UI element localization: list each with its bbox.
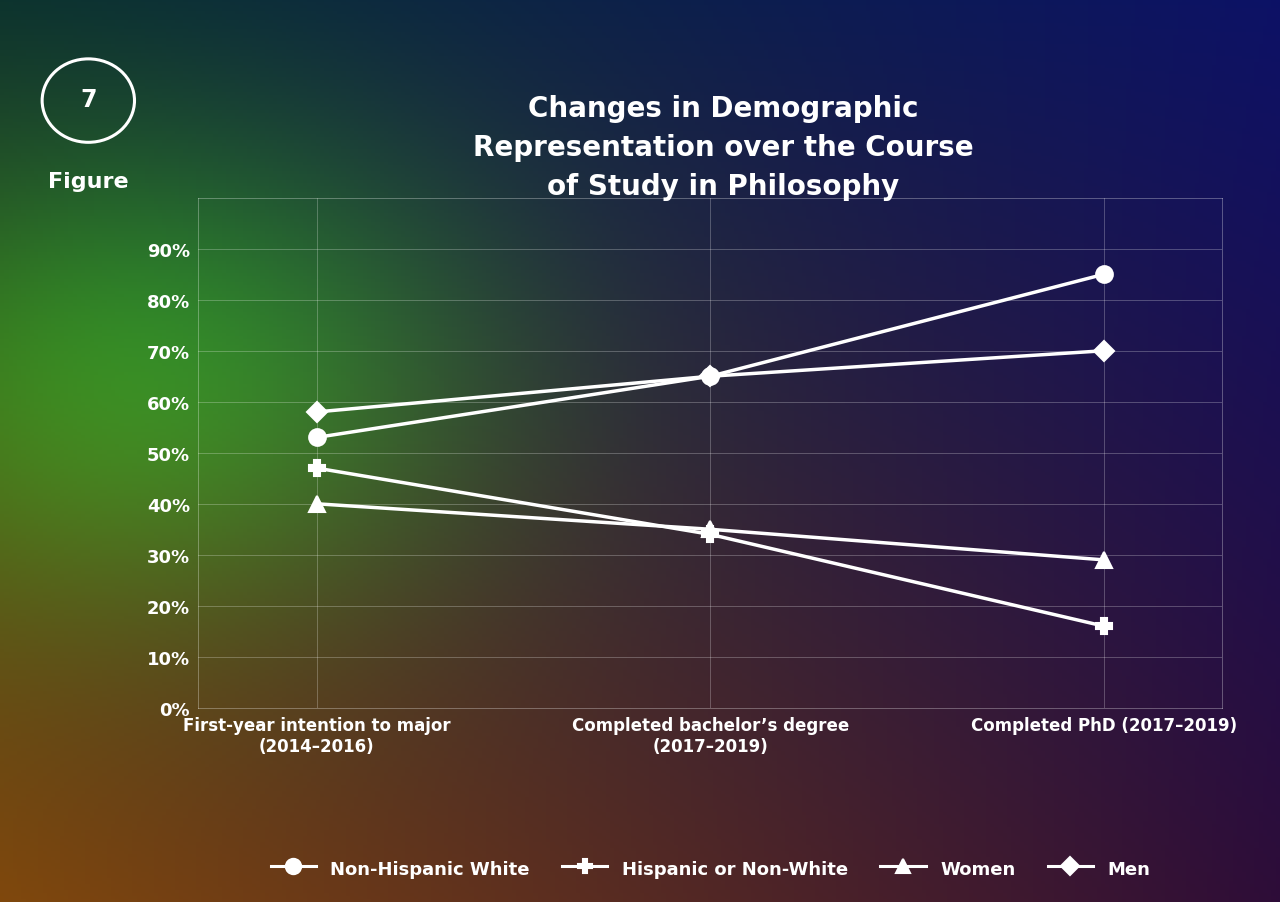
Text: Changes in Demographic
Representation over the Course
of Study in Philosophy: Changes in Demographic Representation ov… (472, 95, 974, 200)
Legend: Non-Hispanic White, Hispanic or Non-White, Women, Men: Non-Hispanic White, Hispanic or Non-Whit… (264, 851, 1157, 885)
Text: Figure: Figure (49, 171, 128, 191)
Text: 7: 7 (81, 87, 96, 112)
